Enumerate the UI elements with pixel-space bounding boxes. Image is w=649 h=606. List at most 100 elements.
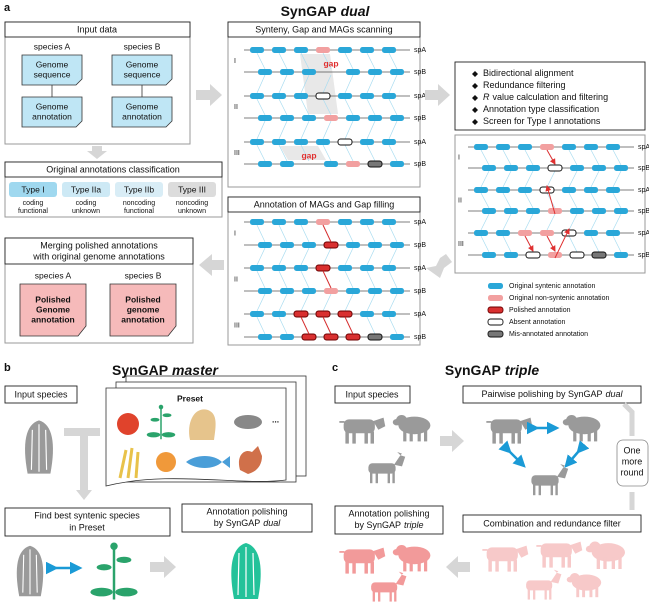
synteny-link: [568, 192, 578, 209]
more-label: ...: [272, 414, 279, 424]
synteny-link: [366, 293, 376, 312]
synteny-link: [388, 74, 398, 94]
gene: [280, 288, 294, 294]
polish-text: by SynGAP: [354, 520, 401, 530]
gene: [338, 93, 352, 99]
round-box: [616, 439, 649, 487]
synteny-link: [256, 247, 266, 266]
species-label: spB: [414, 69, 426, 76]
tomato-icon: [117, 413, 139, 435]
synteny-link: [502, 235, 512, 253]
polish-link: [300, 316, 310, 335]
bullet: [472, 119, 478, 125]
arrow-right: [425, 84, 450, 106]
gene: [338, 219, 352, 225]
gene: [360, 265, 374, 271]
input-animals: [339, 415, 431, 484]
scan-heading: Synteny, Gap and MAGs scanning: [255, 24, 392, 34]
synteny-link: [278, 224, 288, 243]
pairwise-text: Pairwise polishing by SynGAP: [481, 389, 602, 399]
polish-link: [344, 316, 354, 335]
row-label: II: [234, 104, 238, 111]
human-icon: [189, 409, 216, 440]
arrow-right: [440, 430, 464, 452]
gene: [367, 160, 383, 168]
plant-icon: [89, 541, 139, 601]
synteny-link: [524, 149, 534, 166]
synteny-link: [256, 74, 266, 94]
gene: [548, 252, 562, 258]
gene: [346, 161, 360, 167]
synteny-link: [322, 144, 332, 162]
gene: [258, 334, 272, 340]
synteny-link: [502, 192, 512, 209]
panel-label: b: [4, 362, 11, 374]
synteny-link: [344, 224, 354, 243]
gene: [280, 334, 294, 340]
sheep-icon: [392, 415, 431, 442]
gene: [316, 139, 330, 145]
synteny-link: [366, 224, 376, 243]
type-pill: [9, 182, 57, 197]
gene: [368, 242, 382, 248]
gene: [272, 311, 286, 317]
arrow-right: [150, 556, 176, 578]
synteny-link: [388, 316, 398, 335]
polish-arrow: [546, 149, 556, 165]
doc-text: annotation: [122, 111, 162, 121]
doc: [111, 96, 173, 128]
fill-head: [227, 196, 421, 213]
gene: [346, 69, 360, 75]
step-text: Bidirectional alignment: [483, 68, 574, 78]
gene: [338, 265, 352, 271]
polish-mode: dual: [263, 518, 281, 528]
gene: [324, 115, 338, 121]
synteny-link: [300, 52, 310, 70]
merge-heading: Merging polished annotations: [40, 240, 158, 250]
cow-icon: [536, 541, 583, 568]
synteny-link: [344, 270, 354, 289]
class-head: [4, 161, 223, 178]
preset-label: Preset: [177, 393, 203, 403]
gene: [518, 187, 532, 193]
gene: [302, 115, 316, 121]
gene: [294, 93, 308, 99]
gene: [591, 251, 607, 259]
synteny-link: [366, 74, 376, 94]
gene: [345, 333, 361, 341]
synteny-link: [278, 120, 288, 140]
species-name: species B: [125, 270, 162, 280]
find-label: Find best syntenic species: [34, 510, 140, 520]
link-arrow: [564, 440, 590, 468]
type-pill: [168, 182, 216, 197]
step-italic: R: [483, 92, 490, 102]
gene: [540, 144, 554, 150]
synteny-link: [278, 293, 288, 312]
gene: [316, 47, 330, 53]
fish-icon: [186, 456, 230, 468]
gene: [584, 230, 598, 236]
step-words: Screen for Type I annotations: [483, 116, 601, 126]
gap-shade: [280, 146, 326, 160]
species-label: spA: [414, 139, 426, 146]
synteny-link: [322, 247, 332, 266]
fill-heading: Annotation of MAGs and Gap filling: [254, 199, 395, 209]
gene: [390, 334, 404, 340]
synteny-link: [568, 235, 578, 253]
polished-animals: [339, 545, 431, 602]
legend-label: Mis-annotated annotation: [509, 331, 588, 338]
gene: [368, 288, 382, 294]
arrow-down: [76, 490, 92, 500]
gene: [382, 311, 396, 317]
pairwise-label: Pairwise polishing by SynGAP dual: [481, 389, 623, 399]
type-desc: coding: [23, 200, 44, 207]
synteny-link: [344, 247, 354, 266]
legend-swatch: [487, 330, 504, 338]
row-label: III: [458, 241, 464, 248]
type-name: Type III: [178, 184, 206, 194]
polish-text: by SynGAP: [214, 518, 261, 528]
gene: [337, 138, 353, 146]
gene: [272, 139, 286, 145]
combination-head: [462, 514, 642, 533]
